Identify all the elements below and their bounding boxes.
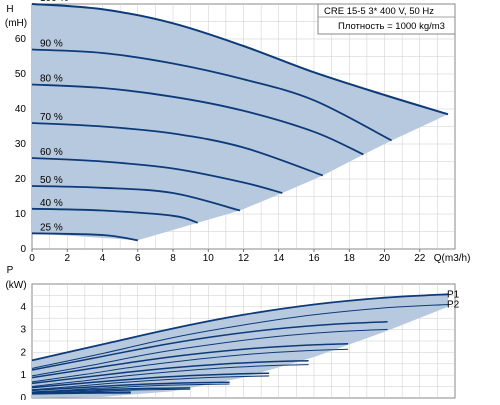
x-axis-label: Q(m3/h) <box>434 253 471 264</box>
y-tick-label: 10 <box>15 209 27 220</box>
power-y-axis-unit: (kW) <box>5 280 26 291</box>
head-curve-40-percent <box>31 207 198 224</box>
y-tick-label: 40 <box>15 104 27 115</box>
y-axis-unit: (mH) <box>5 18 27 29</box>
power-operating-area <box>32 294 448 398</box>
power-p2-curve <box>31 375 270 391</box>
head-chart: 100 % 90 % 80 % 70 % 60 % 50 % 40 % 25 % 0 2 4 6 8 10… <box>5 0 471 264</box>
speed-label: 25 % <box>40 222 63 233</box>
x-tick-label: 18 <box>344 253 356 264</box>
power-p1-curve <box>31 293 449 362</box>
p2-label: P2 <box>447 300 460 311</box>
power-p1-curve <box>31 381 230 392</box>
speed-label: 60 % <box>40 147 63 158</box>
power-p1-curve <box>31 342 349 379</box>
power-y-axis-label: P <box>7 265 14 276</box>
speed-label: 90 % <box>40 39 63 50</box>
head-curve-50-percent <box>31 185 241 212</box>
x-tick-label: 14 <box>273 253 285 264</box>
info-box <box>317 3 456 35</box>
power-p1-curve <box>31 359 309 385</box>
x-tick-label: 12 <box>238 253 250 264</box>
x-tick-label: 10 <box>203 253 215 264</box>
head-curve-80-percent <box>31 83 364 156</box>
speed-label: 80 % <box>40 74 63 85</box>
pump-model-title: CRE 15-5 3* 400 V, 50 Hz <box>324 6 434 17</box>
x-tick-label: 8 <box>170 253 176 264</box>
power-y-tick-label: 3 <box>20 325 26 336</box>
power-y-tick-label: 4 <box>20 302 26 313</box>
head-curve-100-percent <box>31 3 449 116</box>
power-y-tick-label: 2 <box>20 347 26 358</box>
y-tick-label: 0 <box>20 244 26 255</box>
x-tick-label: 22 <box>414 253 426 264</box>
y-axis-label: H <box>6 4 13 15</box>
head-curve-60-percent <box>31 157 283 194</box>
power-p1-curve <box>31 321 388 371</box>
speed-label: 100 % <box>40 0 68 4</box>
head-curve-25-percent <box>31 232 138 242</box>
x-tick-label: 2 <box>64 253 70 264</box>
speed-label: 50 % <box>40 175 63 186</box>
head-operating-area <box>32 4 448 241</box>
x-tick-label: 6 <box>135 253 141 264</box>
power-y-tick-label: 1 <box>20 370 26 381</box>
head-curve-90-percent <box>31 48 393 142</box>
y-tick-label: 20 <box>15 174 27 185</box>
density-label: Плотность = 1000 kg/m3 <box>338 21 445 32</box>
speed-label: 70 % <box>40 112 63 123</box>
power-p1-curve <box>31 387 191 393</box>
y-tick-label: 50 <box>15 69 27 80</box>
power-p2-curve <box>31 304 449 369</box>
power-p2-curve <box>31 328 388 377</box>
speed-label: 40 % <box>40 198 63 209</box>
p1-label: P1 <box>447 289 460 300</box>
power-p2-curve <box>31 364 309 387</box>
power-p2-curve <box>31 392 131 395</box>
x-tick-label: 16 <box>308 253 320 264</box>
power-y-tick-label: 0 <box>20 393 26 400</box>
y-tick-label: 30 <box>15 139 27 150</box>
head-curve-70-percent <box>31 122 324 177</box>
x-tick-label: 0 <box>29 253 35 264</box>
power-p1-curve <box>31 391 131 394</box>
power-p1-curve <box>31 372 270 389</box>
y-tick-label: 60 <box>15 34 27 45</box>
x-tick-label: 4 <box>100 253 106 264</box>
power-p2-curve <box>31 348 349 383</box>
x-tick-label: 20 <box>379 253 391 264</box>
